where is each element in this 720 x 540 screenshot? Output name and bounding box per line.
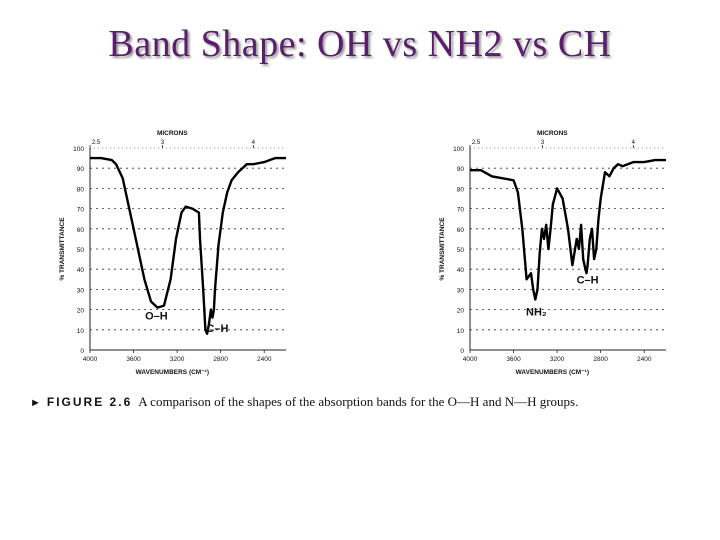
y-tick-label: 60 [77,227,85,234]
y-tick-label: 80 [77,186,85,193]
y-tick-label: 10 [77,328,85,335]
y-tick-label: 60 [457,227,465,234]
y-tick-label: 20 [77,308,85,315]
y-tick-label: 100 [453,146,464,153]
x-tick-label: 4000 [463,356,478,363]
y-tick-label: 20 [457,308,465,315]
microns-label: MICRONS [157,130,188,137]
x-tick-label: 2400 [637,356,652,363]
caption-marker: ► [30,397,41,409]
x-tick-label: 2800 [213,356,228,363]
y-tick-label: 100 [73,146,84,153]
y-tick-label: 30 [77,287,85,294]
micron-tick-label: 3 [541,140,545,146]
y-tick-label: 90 [457,166,465,173]
slide-title: Band Shape: OH vs NH2 vs CH [108,23,612,65]
micron-tick-label: 3 [161,140,165,146]
y-tick-label: 90 [77,166,85,173]
y-tick-label: 0 [460,348,464,355]
micron-tick-label: 2.5 [472,140,481,146]
figure-label: FIGURE 2.6 [46,395,133,409]
y-tick-label: 40 [77,267,85,274]
y-tick-label: 0 [80,348,84,355]
spectrum-line [90,156,286,335]
spectrum-line [470,158,666,301]
figure-caption: ► FIGURE 2.6 A comparison of the shapes of… [30,394,710,410]
caption-text: A comparison of the shapes of the absorp… [138,394,579,409]
x-tick-label: 3600 [126,356,141,363]
micron-tick-label: 4 [252,140,256,146]
y-axis-label: % TRANSMITTANCE [439,217,446,281]
y-tick-label: 70 [457,207,465,214]
x-tick-label: 3600 [506,356,521,363]
micron-tick-label: 4 [632,140,636,146]
x-axis-label: WAVENUMBERS (CM⁻¹) [516,369,589,376]
peak-annotation: O–H [145,311,168,323]
y-tick-label: 80 [457,186,465,193]
ir-chart-oh-svg: 0 10 20 30 40 50 60 70 80 90 100 4000 3600 3200 2800 24… [59,130,286,376]
ir-chart-nh2-svg: 0 10 20 30 40 50 60 70 80 90 100 4000 3600 3200 2800 24… [439,130,666,376]
peak-annotation: C–H [206,323,228,335]
y-axis-label: % TRANSMITTANCE [59,217,66,281]
y-tick-label: 50 [457,247,465,254]
peak-annotation: C–H [577,274,599,286]
y-tick-label: 40 [457,267,465,274]
x-tick-label: 2400 [257,356,272,363]
peak-annotation: NH₂ [526,307,547,319]
x-tick-label: 2800 [593,356,608,363]
x-axis-label: WAVENUMBERS (CM⁻¹) [136,369,209,376]
microns-label: MICRONS [537,130,568,137]
y-tick-label: 10 [457,328,465,335]
x-tick-label: 3200 [170,356,185,363]
y-tick-label: 70 [77,207,85,214]
ir-chart-nh2: 0 10 20 30 40 50 60 70 80 90 100 4000 3600 3200 2800 24… [432,120,672,380]
ir-chart-oh: 0 10 20 30 40 50 60 70 80 90 100 4000 3600 3200 2800 24… [52,120,292,380]
y-tick-label: 50 [77,247,85,254]
y-tick-label: 30 [457,287,465,294]
x-tick-label: 3200 [550,356,565,363]
x-tick-label: 4000 [83,356,98,363]
micron-tick-label: 2.5 [92,140,101,146]
